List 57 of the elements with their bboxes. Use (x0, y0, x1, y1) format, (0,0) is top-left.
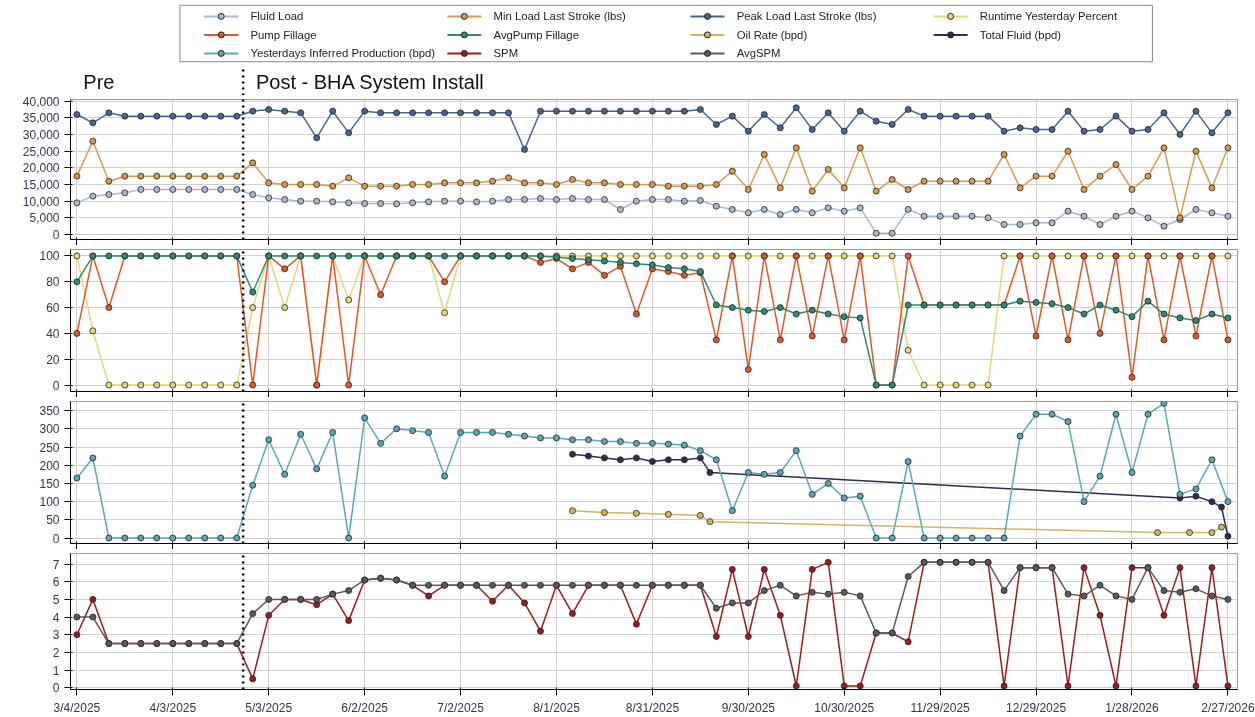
legend-label: Pump Fillage (250, 28, 317, 41)
y-tick-label: 20,000 (22, 161, 60, 176)
y-tick-label: 100 (39, 495, 60, 510)
legend-label: Min Load Last Stroke (lbs) (493, 10, 626, 23)
x-tick-label: 2/27/2026 (1201, 700, 1255, 715)
y-tick-label: 60 (46, 301, 60, 316)
y-tick-label: 350 (39, 404, 60, 419)
legend-label: Runtime Yesterday Percent (979, 10, 1118, 23)
legend-label: AvgSPM (736, 47, 781, 60)
y-tick-label: 0 (52, 228, 60, 242)
legend-label: Fluid Load (250, 10, 304, 23)
y-tick-label: 35,000 (22, 111, 60, 126)
y-tick-label: 5 (52, 592, 60, 607)
y-tick-label: 20 (46, 352, 60, 367)
y-tick-label: 40,000 (22, 94, 60, 109)
y-tick-label: 80 (46, 275, 60, 290)
y-tick-label: 10,000 (22, 194, 60, 209)
x-tick-label: 4/3/2025 (149, 700, 197, 715)
y-tick-label: 7 (52, 557, 60, 572)
x-tick-label: 11/29/2025 (910, 700, 971, 715)
legend-label: Yesterdays Inferred Production (bpd) (250, 47, 436, 60)
text: Post - BHA System Install (255, 71, 484, 94)
legend-label: Oil Rate (bpd) (736, 28, 808, 41)
x-tick-label: 8/1/2025 (533, 700, 581, 715)
text: Pre (83, 71, 115, 94)
x-tick-label: 10/30/2025 (814, 700, 875, 715)
y-tick-label: 100 (39, 249, 60, 264)
y-tick-label: 0 (52, 681, 60, 696)
y-tick-label: 4 (52, 610, 60, 625)
x-tick-label: 8/31/2025 (625, 700, 680, 715)
y-tick-label: 3 (52, 628, 60, 643)
y-tick-label: 250 (39, 440, 60, 455)
x-tick-label: 9/30/2025 (721, 700, 776, 715)
x-tick-label: 5/3/2025 (245, 700, 293, 715)
legend-label: AvgPump Fillage (493, 28, 579, 41)
y-tick-label: 0 (52, 531, 60, 546)
y-tick-label: 2 (52, 645, 60, 660)
x-tick-label: 3/4/2025 (53, 700, 101, 715)
y-tick-label: 200 (39, 458, 60, 473)
x-tick-label: 7/2/2025 (437, 700, 485, 715)
y-tick-label: 150 (39, 476, 60, 491)
y-tick-label: 25,000 (22, 144, 60, 159)
y-tick-label: 50 (46, 513, 60, 528)
y-tick-label: 30,000 (22, 128, 60, 142)
legend-label: Peak Load Last Stroke (lbs) (736, 10, 877, 23)
y-tick-label: 15,000 (22, 178, 60, 192)
y-tick-label: 5,000 (29, 211, 60, 226)
y-tick-label: 1 (52, 663, 60, 678)
x-tick-label: 1/28/2026 (1105, 700, 1160, 715)
legend-label: Total Fluid (bpd) (979, 28, 1062, 41)
y-tick-label: 300 (39, 422, 60, 437)
y-tick-label: 40 (46, 326, 60, 341)
x-tick-label: 6/2/2025 (341, 700, 389, 715)
x-tick-label: 12/29/2025 (1006, 700, 1067, 715)
legend-label: SPM (493, 47, 519, 60)
y-tick-label: 0 (52, 378, 60, 393)
y-tick-label: 6 (52, 575, 60, 590)
